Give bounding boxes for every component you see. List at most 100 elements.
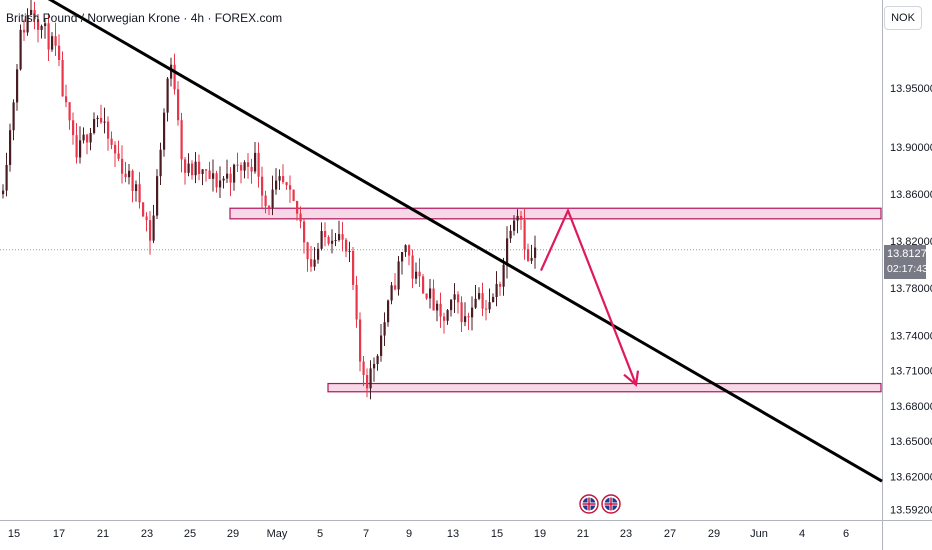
candle-body bbox=[513, 220, 516, 231]
time-tick-label: 9 bbox=[406, 528, 412, 540]
candle-body bbox=[16, 69, 19, 103]
candle-body bbox=[9, 130, 12, 165]
candle-body bbox=[408, 245, 411, 256]
candle-body bbox=[478, 293, 481, 299]
candle-body bbox=[51, 36, 54, 50]
candle-body bbox=[2, 190, 5, 195]
candle-body bbox=[23, 29, 26, 33]
currency-button[interactable]: NOK bbox=[884, 6, 922, 30]
price-tick-label: 13.62000 bbox=[890, 471, 932, 483]
candle-body bbox=[331, 240, 334, 244]
candle-body bbox=[128, 170, 131, 178]
candle-body bbox=[107, 121, 110, 139]
candle-body bbox=[177, 89, 180, 121]
zones bbox=[229, 207, 882, 393]
candle-body bbox=[460, 302, 463, 323]
candle-body bbox=[415, 271, 418, 279]
candle-body bbox=[362, 361, 365, 375]
candle-body bbox=[89, 132, 92, 143]
uk-event-icon[interactable] bbox=[579, 494, 599, 514]
candle-body bbox=[481, 293, 484, 309]
candle-body bbox=[37, 19, 40, 30]
candle-body bbox=[149, 220, 152, 241]
candle-body bbox=[68, 102, 71, 121]
candle-body bbox=[194, 161, 197, 176]
time-tick-label: 23 bbox=[620, 528, 632, 540]
candle-body bbox=[166, 78, 169, 113]
candle-body bbox=[26, 15, 29, 33]
candle-body bbox=[243, 162, 246, 171]
candle-body bbox=[103, 121, 106, 123]
candle-body bbox=[30, 9, 33, 16]
candle-body bbox=[93, 119, 96, 133]
candle-body bbox=[334, 240, 337, 242]
candle-body bbox=[502, 264, 505, 287]
candle-body bbox=[19, 29, 22, 70]
candle-body bbox=[425, 293, 428, 299]
candle-body bbox=[471, 307, 474, 318]
candle-body bbox=[187, 163, 190, 173]
time-tick-label: 17 bbox=[53, 528, 65, 540]
candle-body bbox=[282, 176, 285, 183]
candle-body bbox=[61, 60, 64, 97]
price-tick-label: 13.86000 bbox=[890, 189, 932, 201]
candle-body bbox=[523, 219, 526, 250]
candle-body bbox=[79, 140, 82, 158]
candle-body bbox=[422, 276, 425, 294]
candle-body bbox=[124, 173, 127, 178]
candle-body bbox=[226, 173, 229, 179]
candle-body bbox=[257, 152, 260, 177]
candle-body bbox=[495, 284, 498, 297]
candle-body bbox=[180, 120, 183, 160]
candle-body bbox=[404, 245, 407, 253]
candle-body bbox=[527, 249, 530, 261]
candle-body bbox=[275, 180, 278, 190]
candle-body bbox=[352, 250, 355, 285]
time-tick-label: 21 bbox=[97, 528, 109, 540]
candle-body bbox=[436, 303, 439, 311]
candle-body bbox=[380, 335, 383, 356]
projection-path bbox=[539, 207, 638, 386]
candle-body bbox=[516, 215, 519, 221]
candle-body bbox=[285, 182, 288, 186]
candle-body bbox=[534, 247, 537, 258]
projection-arrowhead bbox=[623, 370, 640, 387]
candle-body bbox=[268, 206, 271, 208]
bar-countdown: 02:17:43 bbox=[887, 263, 928, 275]
candle-body bbox=[191, 163, 194, 176]
candle-body bbox=[58, 45, 61, 61]
time-tick-label: 15 bbox=[8, 528, 20, 540]
candle-body bbox=[443, 316, 446, 321]
candle-body bbox=[184, 159, 187, 173]
candle-body bbox=[453, 294, 456, 300]
uk-event-icon[interactable] bbox=[601, 494, 621, 514]
price-tick-label: 13.65000 bbox=[890, 436, 932, 448]
current-price-label: 13.81273 02:17:43 bbox=[884, 245, 932, 279]
candle-body bbox=[229, 173, 232, 183]
candle-body bbox=[142, 202, 145, 217]
candle-body bbox=[159, 149, 162, 177]
candle-body bbox=[394, 285, 397, 290]
price-tick-label: 13.74000 bbox=[890, 330, 932, 342]
candle-body bbox=[488, 302, 491, 310]
time-tick-label: 23 bbox=[141, 528, 153, 540]
time-tick-label: 21 bbox=[577, 528, 589, 540]
candle-body bbox=[390, 285, 393, 301]
time-tick-label: 29 bbox=[227, 528, 239, 540]
candle-body bbox=[397, 261, 400, 290]
candle-body bbox=[439, 303, 442, 317]
candle-body bbox=[359, 319, 362, 362]
candle-body bbox=[327, 237, 330, 244]
time-tick-label: 13 bbox=[447, 528, 459, 540]
candle-body bbox=[40, 26, 43, 30]
candle-body bbox=[145, 216, 148, 221]
candle-body bbox=[75, 135, 78, 158]
candle-body bbox=[208, 170, 211, 179]
time-tick-label: May bbox=[267, 528, 288, 540]
candle-body bbox=[306, 242, 309, 260]
candle-body bbox=[44, 23, 47, 27]
time-tick-label: 27 bbox=[664, 528, 676, 540]
candle-body bbox=[506, 238, 509, 265]
candle-body bbox=[450, 299, 453, 311]
